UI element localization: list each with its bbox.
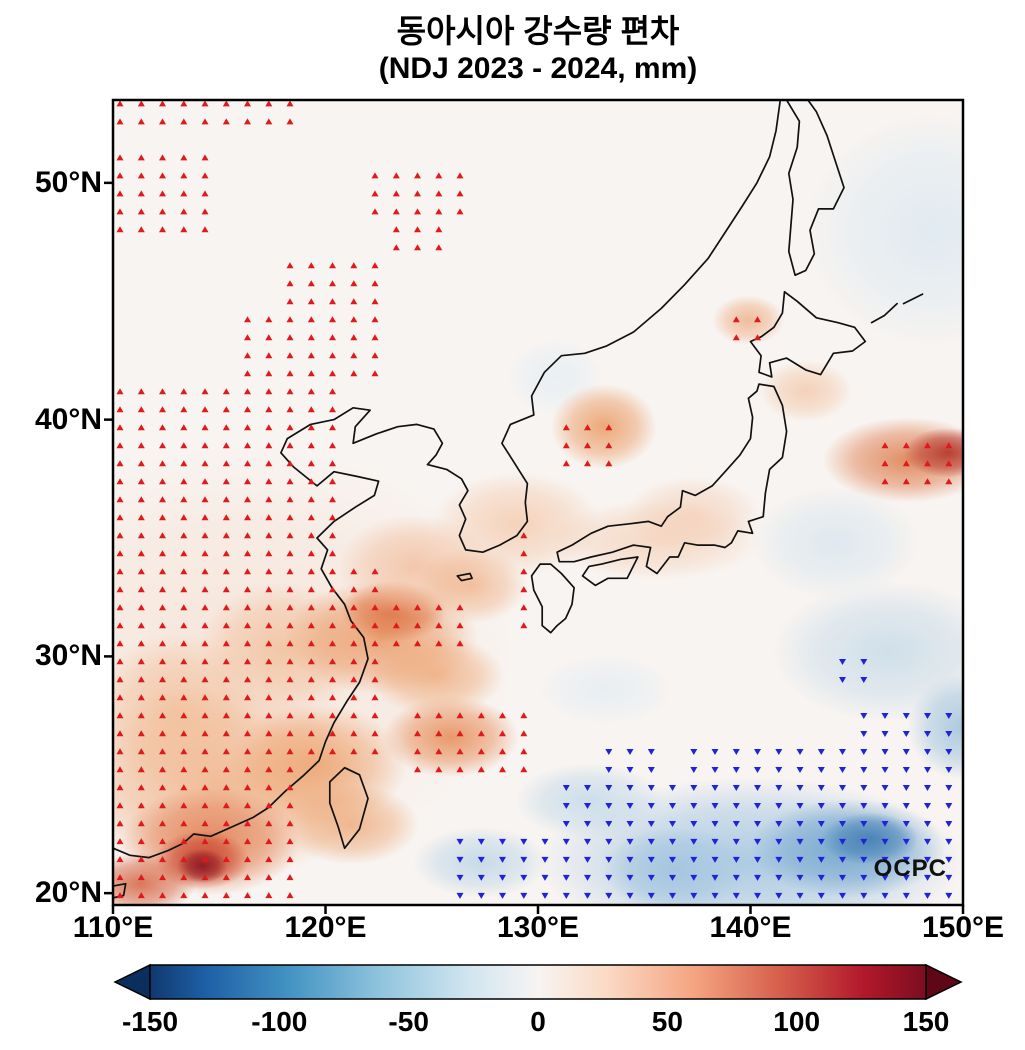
colorbar-tick-label: 0 — [530, 1006, 546, 1037]
colorbar-tick-label: -50 — [388, 1006, 429, 1037]
map-canvas — [104, 98, 965, 914]
map-plot: OCPC — [104, 98, 965, 914]
axis-ticks — [104, 181, 965, 914]
positive-significance-markers — [116, 100, 953, 899]
colorbar-tick-labels: -150 -100 -50 0 50 100 150 — [113, 1006, 963, 1044]
y-tick-label: 30°N — [34, 639, 102, 673]
x-axis-labels: 110°E 120°E 130°E 140°E 150°E — [73, 911, 1004, 951]
coastlines — [113, 100, 924, 899]
y-tick-label: 40°N — [34, 402, 102, 436]
map-layers — [113, 100, 963, 905]
watermark-label: OCPC — [873, 855, 947, 882]
colorbar-body — [149, 964, 927, 1000]
x-tick-label: 110°E — [72, 911, 154, 944]
colorbar-tick-label: -150 — [121, 1006, 179, 1037]
x-tick-label: 120°E — [284, 911, 367, 944]
colorbar-tick-label: 100 — [773, 1006, 821, 1037]
x-tick-label: 130°E — [496, 911, 580, 944]
colorbar-tick-label: -100 — [251, 1006, 308, 1037]
x-tick-label: 140°E — [709, 911, 792, 944]
y-tick-label: 50°N — [34, 165, 102, 199]
chart-title: 동아시아 강수량 편차 — [396, 13, 680, 49]
negative-significance-markers — [456, 659, 953, 899]
colorbar — [113, 963, 963, 1001]
colorbar-tick-label: 150 — [902, 1006, 950, 1037]
x-tick-label: 150°E — [921, 911, 1005, 944]
y-axis-labels: 50°N 40°N 30°N 20°N — [0, 100, 106, 909]
colorbar-tick-label: 50 — [651, 1006, 683, 1037]
colorbar-left-arrow — [113, 963, 151, 1001]
colorbar-right-arrow — [925, 963, 963, 1001]
chart-subtitle: (NDJ 2023 - 2024, mm) — [378, 52, 698, 85]
y-tick-label: 20°N — [34, 876, 102, 910]
